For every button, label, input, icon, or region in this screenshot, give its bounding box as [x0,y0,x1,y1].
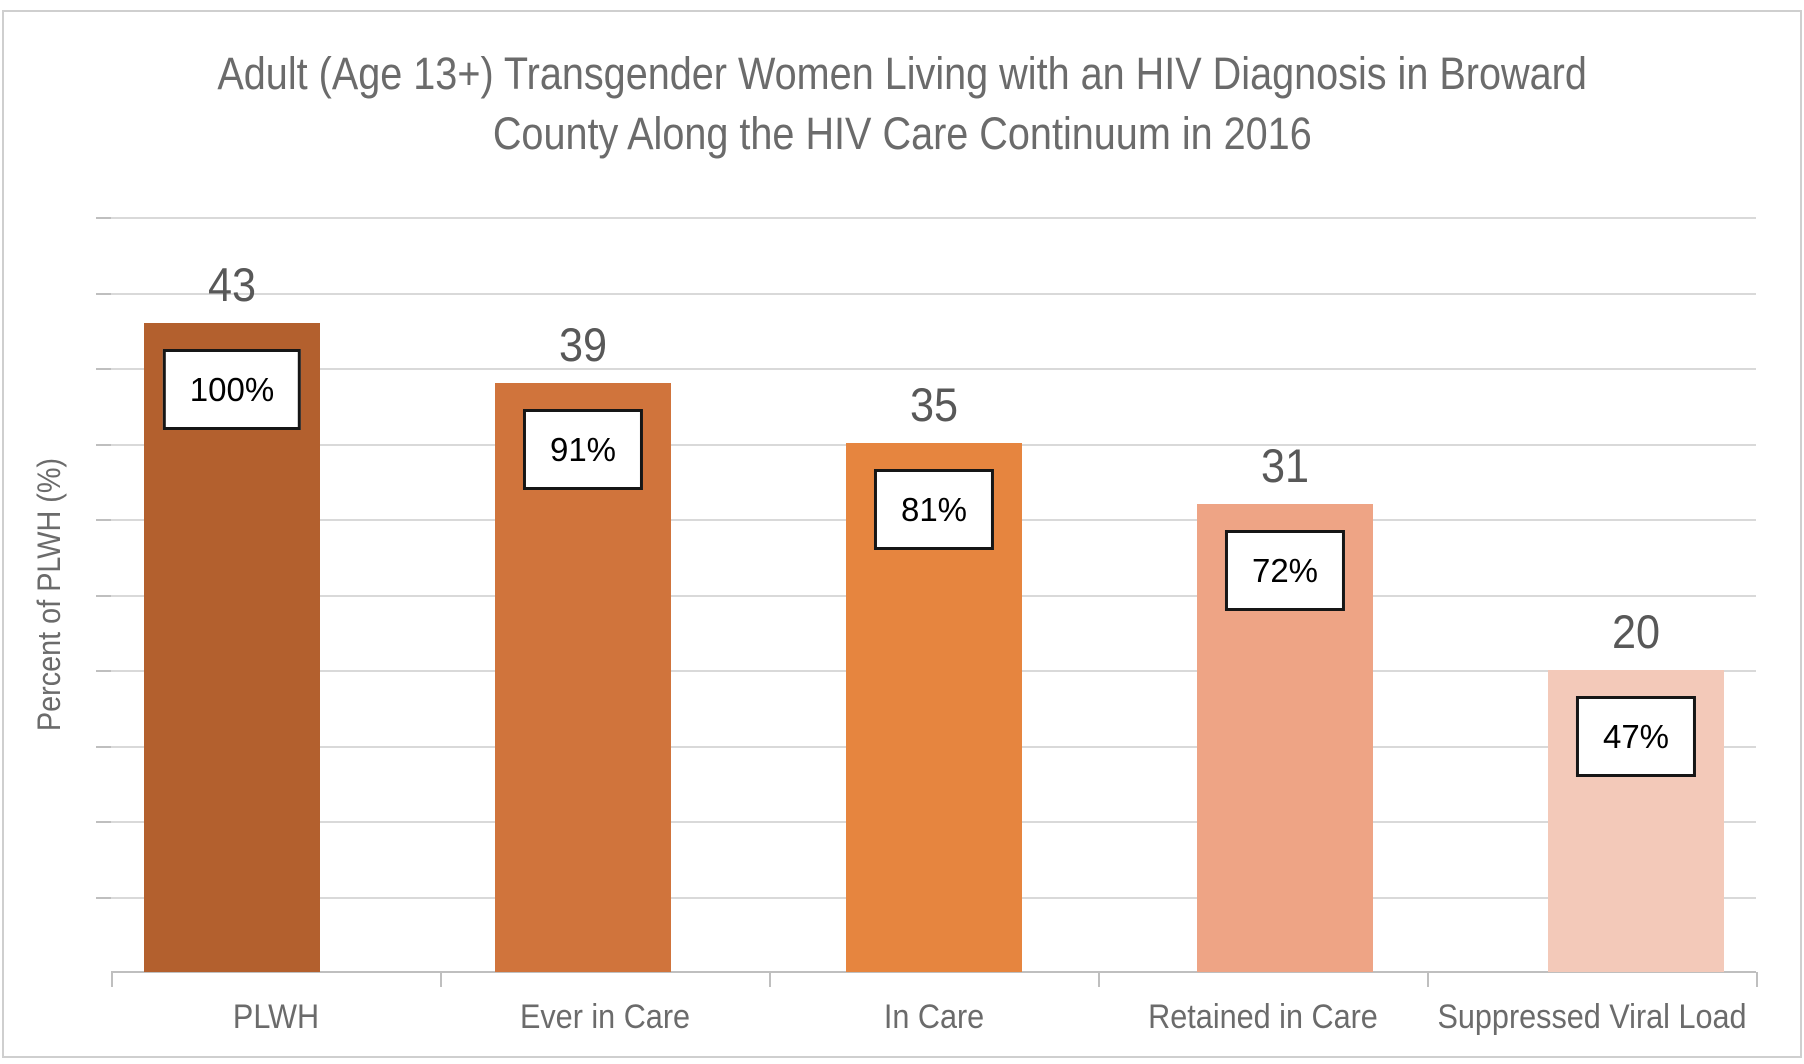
y-axis-tick [96,293,111,295]
bar-value-label: 43 [207,258,257,311]
y-axis-tick [96,217,111,219]
bar-percent-badge: 81% [873,469,995,550]
y-axis-tick [96,746,111,748]
x-axis-label: In Care [883,998,984,1036]
x-axis-tick [111,972,113,987]
bar-percent-badge: 100% [162,349,302,430]
bar-plwh [144,323,320,972]
x-axis-line [111,971,1756,973]
bar-percent-badge: 91% [522,409,644,490]
x-axis-label: Ever in Care [519,998,690,1036]
y-axis-title: Percent of PLWH (%) [31,457,68,732]
chart-title-line-2: County Along the HIV Care Continuum in 2… [492,108,1312,159]
bar-percent-badge: 47% [1575,696,1697,777]
x-axis-tick [769,972,771,987]
chart-title-line-1: Adult (Age 13+) Transgender Women Living… [217,48,1587,99]
x-axis-label: Suppressed Viral Load [1436,998,1747,1036]
chart-title: Adult (Age 13+) Transgender Women Living… [0,44,1804,164]
x-axis-tick [1756,972,1758,987]
x-axis-tick [440,972,442,987]
y-axis-title-area: Percent of PLWH (%) [18,217,82,972]
x-axis-tick [1427,972,1429,987]
y-axis-tick [96,897,111,899]
x-axis-label: PLWH [232,998,319,1036]
y-axis-tick [96,444,111,446]
bar-value-label: 20 [1611,605,1661,658]
gridline [111,217,1756,219]
y-axis-tick [96,670,111,672]
y-axis-tick [96,519,111,521]
y-axis-tick [96,368,111,370]
y-axis-tick [96,595,111,597]
gridline [111,368,1756,370]
bar-value-label: 31 [1260,439,1310,492]
y-axis-tick [96,821,111,823]
gridline [111,293,1756,295]
bar-value-label: 39 [558,318,608,371]
bar-percent-badge: 72% [1224,530,1346,611]
x-axis-tick [1098,972,1100,987]
x-axis-label: Retained in Care [1147,998,1378,1036]
bar-value-label: 35 [909,378,959,431]
chart-border-frame [2,10,1802,1058]
